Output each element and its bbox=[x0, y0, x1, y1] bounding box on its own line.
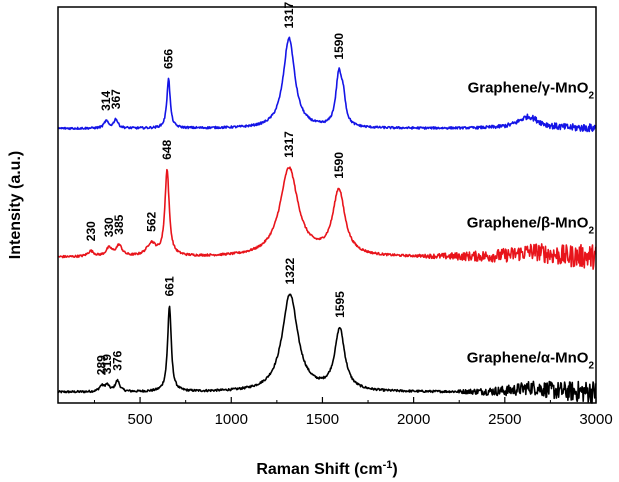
y-axis-title: Intensity (a.u.) bbox=[7, 151, 24, 259]
x-tick-label: 3000 bbox=[579, 411, 612, 428]
peak-label: 1590 bbox=[332, 152, 346, 179]
peak-label: 1317 bbox=[282, 131, 296, 158]
x-axis-title-tail: ) bbox=[392, 461, 397, 478]
series-label: Graphene/α-MnO2 bbox=[467, 350, 595, 372]
peak-label: 319 bbox=[100, 354, 114, 374]
peak-label: 656 bbox=[162, 49, 176, 69]
series-label-main: Graphene/γ-MnO bbox=[468, 80, 589, 97]
peak-label: 661 bbox=[162, 276, 176, 296]
peak-label: 1595 bbox=[333, 291, 347, 318]
peak-label: 1590 bbox=[332, 33, 346, 60]
x-tick-label: 1500 bbox=[306, 411, 339, 428]
peak-label: 562 bbox=[144, 212, 158, 232]
plot-frame bbox=[57, 6, 597, 404]
series-line-2 bbox=[57, 36, 597, 133]
x-axis-title: Raman Shift (cm-1) bbox=[256, 459, 397, 478]
x-tick-label: 2000 bbox=[397, 411, 430, 428]
peak-label: 648 bbox=[160, 139, 174, 159]
peak-label: 385 bbox=[112, 214, 126, 234]
x-axis-title-main: Raman Shift (cm bbox=[256, 461, 382, 478]
series-label-main: Graphene/β-MnO bbox=[467, 215, 589, 232]
series-label-sub: 2 bbox=[588, 225, 594, 236]
peak-label: 314 bbox=[99, 91, 113, 111]
series-label-sub: 2 bbox=[588, 360, 594, 371]
series-label: Graphene/γ-MnO2 bbox=[468, 80, 595, 102]
x-tick-label: 1000 bbox=[215, 411, 248, 428]
axis-ticks: 500 1000 1500 2000 2500 3000 bbox=[93, 397, 613, 428]
peak-label: 289 bbox=[95, 355, 109, 375]
peak-label: 367 bbox=[109, 89, 123, 109]
peak-label: 1317 bbox=[282, 1, 296, 28]
peak-label: 330 bbox=[102, 217, 116, 237]
series-label: Graphene/β-MnO2 bbox=[467, 215, 595, 237]
series-line-1 bbox=[57, 166, 597, 270]
peak-label: 230 bbox=[84, 221, 98, 241]
series-line-0 bbox=[57, 293, 597, 404]
peak-label: 1322 bbox=[283, 257, 297, 284]
peak-label: 376 bbox=[111, 350, 125, 370]
x-tick-label: 500 bbox=[128, 411, 153, 428]
series-label-main: Graphene/α-MnO bbox=[467, 350, 589, 367]
x-axis-title-sup: -1 bbox=[383, 459, 393, 471]
series-label-sub: 2 bbox=[588, 90, 594, 101]
x-tick-label: 2500 bbox=[488, 411, 521, 428]
